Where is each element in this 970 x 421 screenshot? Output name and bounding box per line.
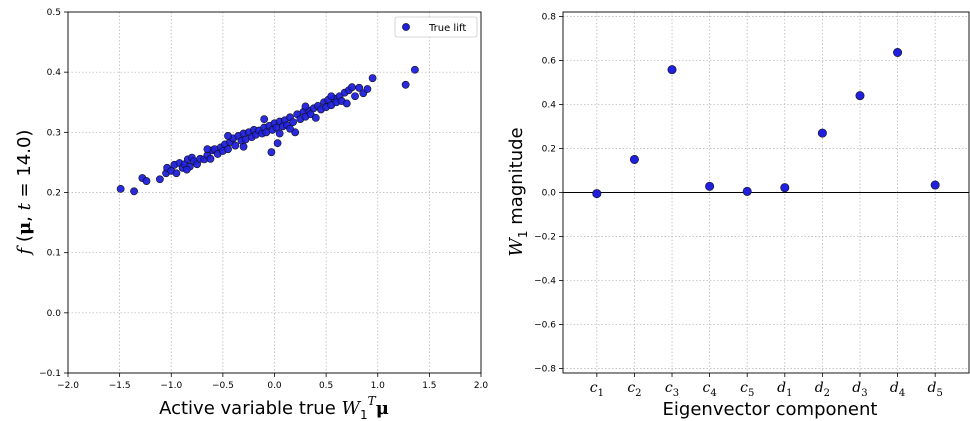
right-y-tick-label: 0.4 [542,100,557,110]
data-point [224,145,232,154]
data-point [411,65,419,74]
data-point [273,139,282,148]
data-point [142,177,151,185]
left-x-tick-label: 2.0 [474,381,489,391]
left-grid [67,11,482,374]
data-point [260,115,269,123]
scatter-panel: −2.0 −1.5 −1.0 −0.5 0.0 0.5 1.0 1.5 2.0 −0.1 0.0 0.… [14,8,488,421]
left-y-tick-label: 0.5 [47,8,61,18]
data-point [231,141,240,150]
eigenvector-panel: −0.8 −0.6 −0.4 −0.2 0.0 0.2 0.4 0.6 0.8 c1 c2 c3 c4 c… [506,11,970,420]
data-point [130,187,138,196]
component-point [893,48,903,58]
data-point [203,145,212,154]
component-point [930,180,940,190]
component-point [592,189,602,199]
data-point [275,129,284,138]
data-point [327,92,336,101]
data-point [286,124,294,133]
component-point [817,128,827,138]
data-point [206,154,215,163]
left-x-tick-label: −1.0 [160,381,182,391]
data-point [267,148,276,157]
category-label: c1 [590,380,604,399]
left-y-tick-label: 0.1 [47,249,61,259]
category-label: d4 [890,380,905,399]
data-point [289,118,297,127]
right-y-tick-label: −0.8 [534,365,556,375]
data-point [348,83,356,92]
data-point [224,132,232,140]
data-point [368,74,377,83]
left-y-tick-label: 0.2 [47,189,61,199]
left-y-tick-label: 0.0 [47,309,62,319]
data-point [401,80,410,89]
data-point [363,85,372,93]
left-axes-frame [67,11,482,374]
data-point [301,102,310,111]
left-x-tick-label: 1.5 [422,381,436,391]
data-point [182,165,191,174]
category-label: c5 [740,380,754,399]
legend: True lift [394,16,478,38]
data-point [355,83,364,92]
right-y-tick-label: −0.6 [534,321,556,331]
category-label: c3 [665,380,679,399]
category-label: d5 [927,380,942,399]
left-x-tick-label: −0.5 [212,381,234,391]
data-point [155,175,164,184]
right-points [592,48,940,199]
data-point [351,92,359,101]
left-points [116,65,419,196]
right-xlabel: Eigenvector component [663,399,878,420]
left-ylabel: f (μ, t = 14.0) [14,130,35,257]
left-x-tick-label: −2.0 [57,381,79,391]
component-point [629,154,639,164]
right-y-tick-label: 0.8 [542,12,557,22]
left-y-tick-label: −0.1 [39,369,61,379]
category-label: d3 [852,380,867,399]
left-xlabel: Active variable true W1Tμ [159,394,389,421]
legend-label: True lift [428,23,466,34]
component-point [855,91,865,101]
left-x-tick-label: 1.0 [371,381,386,391]
legend-marker [402,23,410,31]
category-label: c4 [703,380,717,399]
left-x-tick-label: 0.5 [319,381,333,391]
left-x-tick-label: 0.0 [267,381,282,391]
right-axes-frame [562,11,970,374]
right-y-tick-label: −0.2 [534,233,556,243]
right-y-tick-label: 0.6 [542,56,557,66]
right-y-tick-label: 0.0 [542,189,557,199]
component-point [667,65,677,75]
right-y-tick-label: 0.2 [542,144,556,154]
left-y-tick-label: 0.3 [47,128,61,138]
component-point [780,183,790,193]
right-ylabel: W1 magnitude [506,127,530,256]
component-point [705,181,715,191]
category-label: d2 [815,380,830,399]
right-y-tick-label: −0.4 [534,277,556,287]
legend-box [394,16,478,38]
data-point [172,169,181,178]
component-point [742,186,752,196]
right-ticks: −0.8 −0.6 −0.4 −0.2 0.0 0.2 0.4 0.6 0.8 c1 c2 c3 c4 c… [534,12,943,399]
category-label: d1 [777,380,792,399]
data-point [239,142,248,151]
category-label: c2 [627,380,641,399]
data-point [116,184,125,193]
data-point [342,99,351,108]
left-x-tick-label: −1.5 [109,381,131,391]
left-ticks: −2.0 −1.5 −1.0 −0.5 0.0 0.5 1.0 1.5 2.0 −0.1 0.0 0.… [39,8,488,391]
data-point [311,113,320,122]
left-y-tick-label: 0.4 [47,68,62,78]
